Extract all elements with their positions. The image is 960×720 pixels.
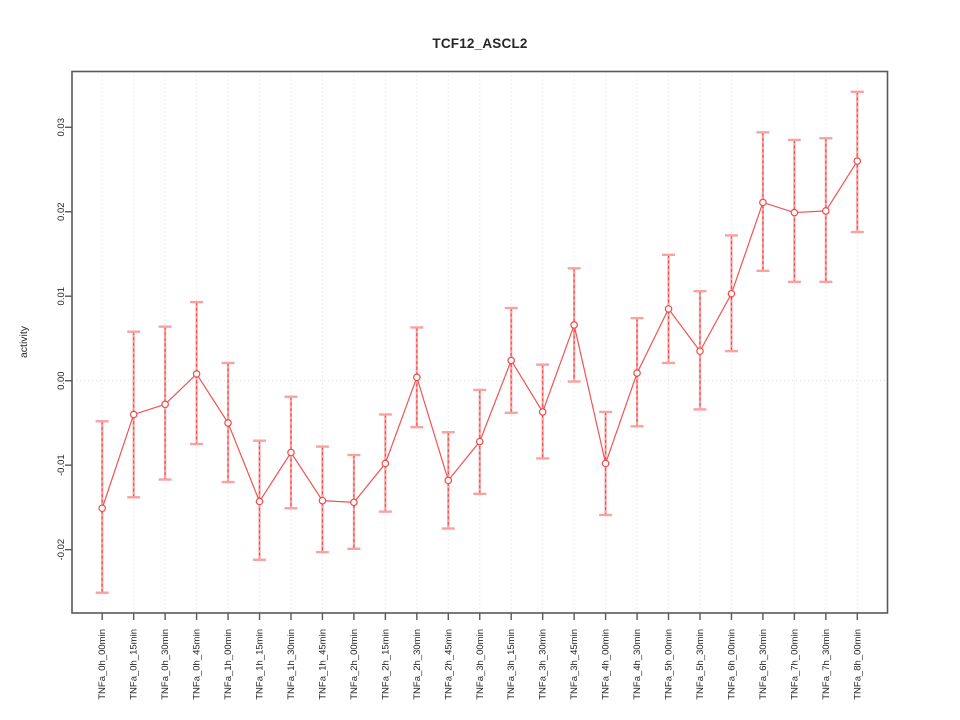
x-tick-label: TNFa_5h_00min [664,629,675,700]
data-point [287,448,295,457]
x-tick-label: TNFa_1h_00min [223,629,234,700]
y-tick-label: 0.01 [56,287,67,306]
x-tick-label: TNFa_0h_15min [129,629,140,700]
y-tick-label: 0.03 [56,118,67,136]
x-tick-label: TNFa_2h_15min [380,629,391,700]
data-point [161,400,169,409]
data-point [538,408,547,416]
x-tick-label: TNFa_0h_30min [160,629,171,700]
data-point [696,347,704,355]
x-tick-label: TNFa_6h_30min [758,629,769,700]
x-tick-label: TNFa_4h_00min [601,629,612,700]
y-tick-label: 0.02 [56,202,67,221]
error-bars [95,90,864,594]
data-point [790,208,799,217]
chart-title: TCF12_ASCL2 [432,36,527,51]
x-tick-label: TNFa_3h_00min [475,629,486,700]
y-tick-label: -0.01 [56,454,67,476]
x-tick-label: TNFa_2h_30min [412,629,423,700]
y-axis-label: activity [18,325,30,358]
x-tick-label: TNFa_7h_00min [789,629,800,700]
data-point [98,504,107,513]
axes [65,70,889,620]
x-tick-label: TNFa_2h_00min [349,629,360,700]
data-point [413,373,421,382]
data-point [475,437,484,446]
data-point [224,419,232,427]
data-point [318,496,327,505]
data-point [350,498,358,507]
x-tick-label: TNFa_1h_15min [255,629,266,700]
x-tick-label: TNFa_0h_00min [97,629,108,700]
data-point [822,207,830,215]
y-tick-label: -0.02 [56,539,67,561]
x-tick-label: TNFa_6h_00min [726,629,737,700]
data-point [444,476,453,485]
data-point [381,459,390,468]
x-tick-label: TNFa_2h_45min [443,629,454,700]
data-points [98,157,862,513]
data-point [255,497,264,506]
x-tick-label: TNFa_1h_30min [286,629,297,700]
data-point [507,356,516,365]
data-point [570,321,578,329]
data-point [664,305,673,313]
x-tick-label: TNFa_0h_45min [192,629,203,700]
x-tick-label: TNFa_3h_15min [506,629,517,700]
gridlines [72,71,888,613]
x-tick-label: TNFa_4h_30min [632,629,643,700]
data-point [129,410,138,419]
x-tick-label: TNFa_1h_45min [317,629,328,700]
data-point [601,459,610,468]
y-tick-label: 0.00 [56,371,67,390]
x-tick-label: TNFa_8h_00min [852,629,863,700]
data-point [192,370,201,378]
x-tick-label: TNFa_5h_30min [695,629,706,700]
x-tick-label: TNFa_3h_30min [538,629,549,700]
x-tick-label: TNFa_3h_45min [569,629,580,700]
data-point [759,198,767,207]
tick-labels: -0.02 -0.01 0.00 0.01 0.02 0.03 TNFa_0h_00min T… [56,118,863,700]
data-point [853,157,862,165]
data-point [727,289,736,298]
x-tick-label: TNFa_7h_30min [821,629,832,700]
data-point [633,369,641,377]
